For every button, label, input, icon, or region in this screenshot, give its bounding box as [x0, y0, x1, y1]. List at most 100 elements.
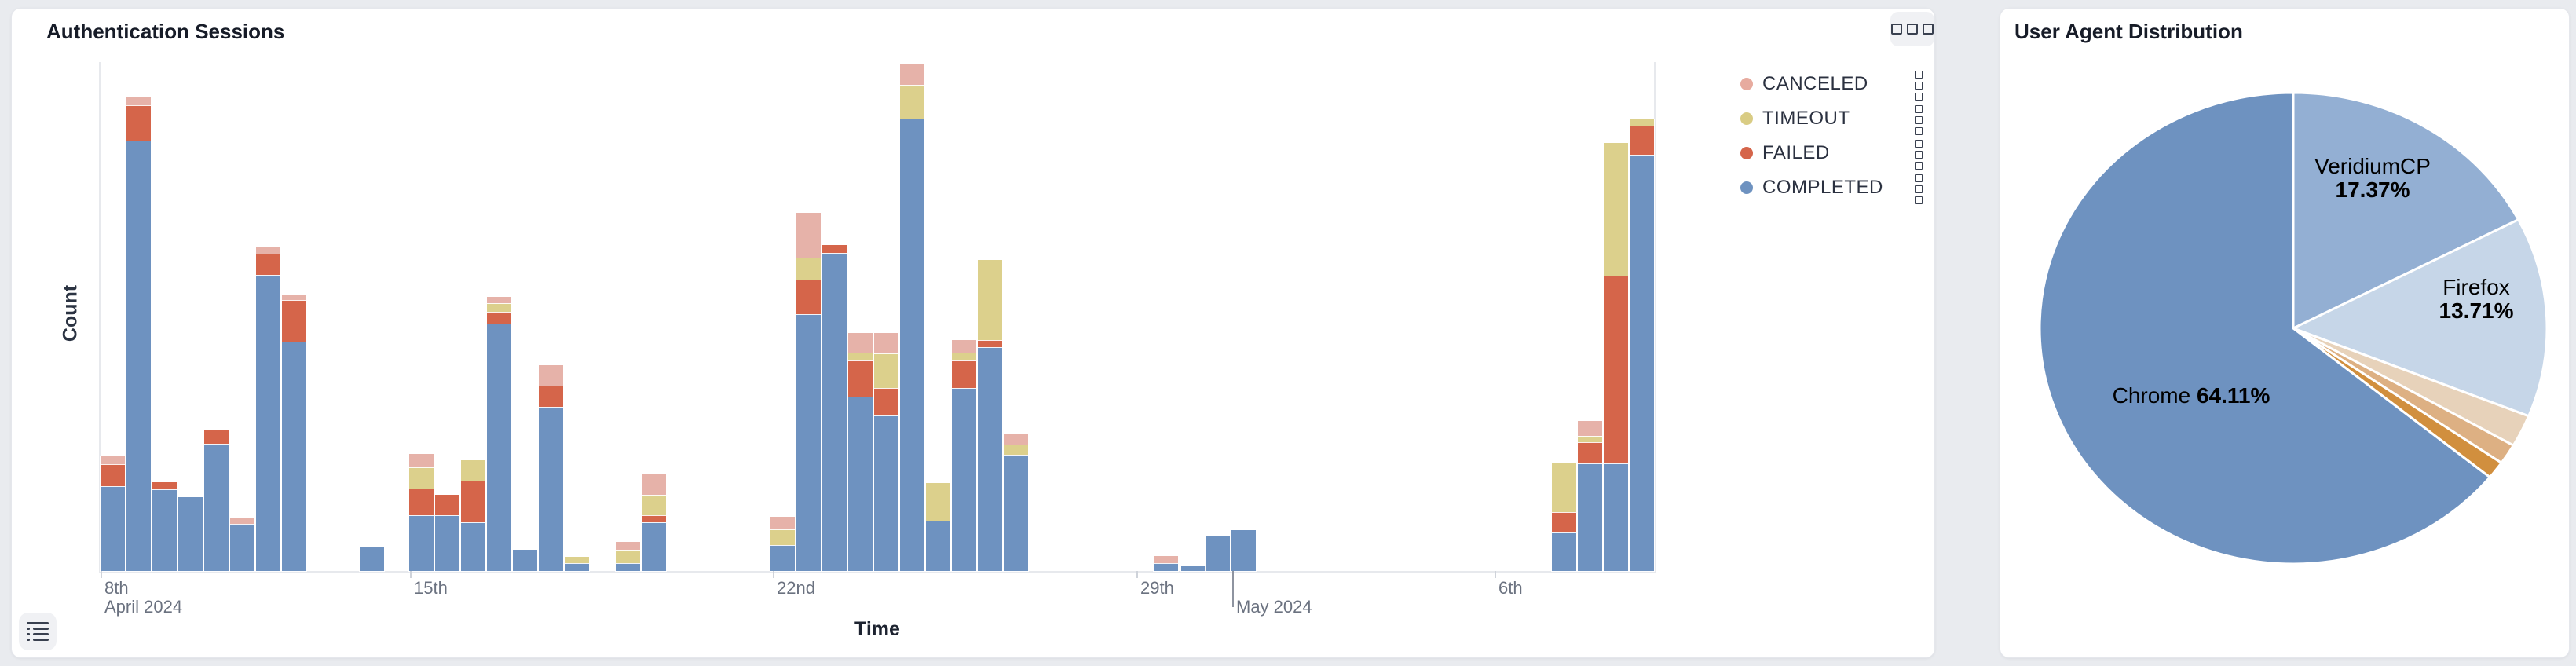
- bar-segment-timeout[interactable]: [1604, 143, 1628, 276]
- bar-segment-canceled[interactable]: [487, 297, 511, 303]
- bar-segment-completed[interactable]: [256, 275, 280, 571]
- panel-menu-button[interactable]: [1890, 12, 1934, 46]
- bar-segment-timeout[interactable]: [616, 550, 640, 563]
- bar-segment-completed[interactable]: [822, 253, 847, 571]
- bar-segment-timeout[interactable]: [642, 495, 666, 515]
- bar-segment-completed[interactable]: [1604, 463, 1628, 571]
- bar-segment-failed[interactable]: [796, 280, 821, 314]
- bar-segment-canceled[interactable]: [952, 340, 976, 353]
- bar-segment-completed[interactable]: [1154, 563, 1178, 571]
- bar-segment-completed[interactable]: [1206, 536, 1230, 571]
- legend-item-completed[interactable]: COMPLETED: [1740, 177, 1883, 199]
- bar-segment-canceled[interactable]: [409, 454, 434, 467]
- bar-segment-failed[interactable]: [1552, 512, 1576, 532]
- bar-segment-completed[interactable]: [952, 388, 976, 571]
- bar-segment-completed[interactable]: [1552, 532, 1576, 571]
- bar-segment-failed[interactable]: [101, 464, 125, 486]
- bar-segment-failed[interactable]: [642, 515, 666, 522]
- bar-segment-completed[interactable]: [409, 515, 434, 571]
- bar-segment-failed[interactable]: [874, 388, 898, 415]
- bar-segment-completed[interactable]: [101, 486, 125, 571]
- bar-segment-failed[interactable]: [409, 489, 434, 515]
- bar-segment-completed[interactable]: [848, 397, 873, 571]
- bar-segment-failed[interactable]: [256, 254, 280, 275]
- bar-segment-completed[interactable]: [360, 547, 384, 571]
- bar-segment-timeout[interactable]: [1004, 445, 1028, 455]
- bar-segment-completed[interactable]: [1578, 463, 1602, 571]
- bar-segment-failed[interactable]: [1630, 126, 1654, 155]
- bar-segment-canceled[interactable]: [539, 365, 563, 386]
- bar-segment-completed[interactable]: [616, 563, 640, 571]
- drag-handle-icon[interactable]: [1915, 140, 1923, 170]
- bar-segment-canceled[interactable]: [230, 518, 254, 524]
- bar-segment-timeout[interactable]: [487, 303, 511, 312]
- bar-segment-canceled[interactable]: [616, 542, 640, 550]
- bar-segment-completed[interactable]: [565, 563, 589, 571]
- bar-segment-failed[interactable]: [204, 430, 229, 444]
- bar-segment-completed[interactable]: [204, 444, 229, 571]
- chart-list-toolbar-button[interactable]: [19, 613, 57, 650]
- bar-segment-failed[interactable]: [1578, 442, 1602, 463]
- bar-segment-completed[interactable]: [1181, 566, 1206, 571]
- bar-segment-completed[interactable]: [1004, 455, 1028, 571]
- bar-segment-canceled[interactable]: [770, 517, 795, 529]
- bar-segment-completed[interactable]: [230, 524, 254, 571]
- bar-segment-completed[interactable]: [1630, 155, 1654, 571]
- bar-segment-timeout[interactable]: [565, 557, 589, 563]
- bar-segment-completed[interactable]: [539, 407, 563, 571]
- bar-segment-completed[interactable]: [874, 415, 898, 571]
- bar-segment-completed[interactable]: [1231, 530, 1256, 571]
- bar-segment-canceled[interactable]: [1154, 556, 1178, 563]
- bar-segment-canceled[interactable]: [282, 295, 306, 300]
- bar-segment-canceled[interactable]: [874, 333, 898, 353]
- bar-segment-timeout[interactable]: [900, 85, 924, 119]
- bar-segment-timeout[interactable]: [978, 260, 1002, 340]
- bar-segment-failed[interactable]: [978, 340, 1002, 347]
- bar-segment-completed[interactable]: [900, 119, 924, 571]
- bar-segment-timeout[interactable]: [1578, 436, 1602, 442]
- legend-item-canceled[interactable]: CANCELED: [1740, 73, 1868, 95]
- bar-segment-completed[interactable]: [126, 141, 151, 571]
- bar-segment-failed[interactable]: [152, 482, 177, 489]
- bar-segment-timeout[interactable]: [848, 353, 873, 360]
- bar-segment-completed[interactable]: [642, 522, 666, 571]
- bar-segment-completed[interactable]: [282, 342, 306, 571]
- bar-segment-failed[interactable]: [1604, 276, 1628, 463]
- bar-segment-completed[interactable]: [178, 497, 203, 571]
- bar-segment-failed[interactable]: [282, 300, 306, 342]
- legend-item-failed[interactable]: FAILED: [1740, 142, 1830, 164]
- bar-segment-canceled[interactable]: [1004, 434, 1028, 445]
- bar-segment-canceled[interactable]: [796, 213, 821, 258]
- bar-segment-completed[interactable]: [487, 324, 511, 571]
- bar-segment-failed[interactable]: [126, 105, 151, 141]
- bar-segment-failed[interactable]: [461, 481, 485, 522]
- bar-segment-timeout[interactable]: [1630, 119, 1654, 126]
- bar-segment-timeout[interactable]: [770, 529, 795, 545]
- bar-segment-failed[interactable]: [822, 245, 847, 253]
- bar-segment-timeout[interactable]: [952, 353, 976, 360]
- bar-segment-completed[interactable]: [926, 521, 950, 571]
- drag-handle-icon[interactable]: [1915, 174, 1923, 204]
- bar-segment-canceled[interactable]: [642, 474, 666, 495]
- legend-item-timeout[interactable]: TIMEOUT: [1740, 108, 1850, 130]
- bar-segment-canceled[interactable]: [101, 456, 125, 464]
- pie-slice-firefox[interactable]: [2292, 218, 2549, 418]
- pie-slice-chrome[interactable]: [2038, 91, 2491, 565]
- bar-segment-failed[interactable]: [848, 360, 873, 397]
- bar-segment-timeout[interactable]: [796, 258, 821, 280]
- bar-segment-completed[interactable]: [435, 515, 459, 571]
- bar-segment-completed[interactable]: [796, 314, 821, 571]
- bar-segment-completed[interactable]: [461, 522, 485, 571]
- bar-segment-completed[interactable]: [770, 545, 795, 571]
- bar-segment-failed[interactable]: [435, 495, 459, 515]
- bar-segment-canceled[interactable]: [848, 333, 873, 353]
- pie-slice-veridiumcp[interactable]: [2292, 91, 2520, 330]
- bar-segment-failed[interactable]: [952, 360, 976, 388]
- bar-segment-timeout[interactable]: [1552, 463, 1576, 512]
- bar-segment-failed[interactable]: [539, 386, 563, 407]
- bar-segment-completed[interactable]: [513, 550, 537, 571]
- bar-segment-timeout[interactable]: [926, 483, 950, 521]
- bar-segment-canceled[interactable]: [900, 64, 924, 85]
- bar-segment-timeout[interactable]: [461, 460, 485, 481]
- drag-handle-icon[interactable]: [1915, 105, 1923, 135]
